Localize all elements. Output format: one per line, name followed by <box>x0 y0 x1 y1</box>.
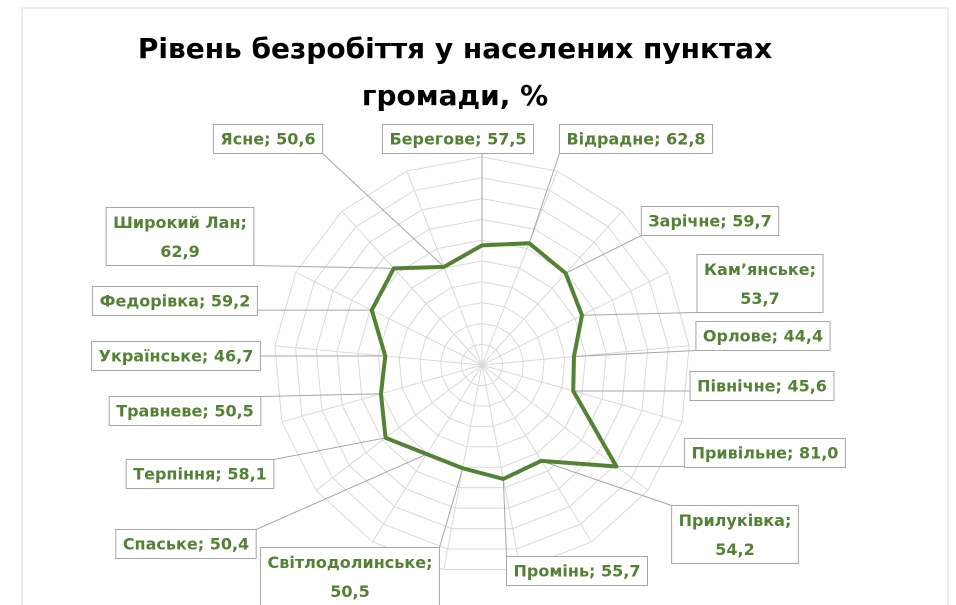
label-box <box>684 438 846 468</box>
data-label: Зарічне; 59,7 <box>648 212 771 231</box>
spoke <box>341 210 483 366</box>
grid-ring <box>460 343 504 386</box>
leader-line <box>260 393 381 397</box>
label-box <box>115 529 257 559</box>
label-box <box>92 286 258 316</box>
data-label: Привільне; 81,0 <box>692 444 839 463</box>
data-label: Відрадне; 62,8 <box>566 130 705 149</box>
data-label: Терпіння; 58,1 <box>133 465 267 484</box>
data-label: Світлодолинське; 50,5 <box>268 553 433 601</box>
grid-ring <box>419 302 545 427</box>
leader-line <box>581 312 697 316</box>
data-label: Орлове; 44,4 <box>703 327 823 346</box>
data-label: Прилуківка; 54,2 <box>679 511 792 559</box>
leader-line <box>273 437 386 460</box>
leader-line <box>565 235 642 274</box>
label-box <box>125 459 275 489</box>
label-box <box>695 321 831 351</box>
leader-line <box>255 453 428 530</box>
label-box <box>558 124 714 154</box>
spoke <box>481 170 558 366</box>
spoke <box>481 210 623 366</box>
data-line <box>369 241 619 481</box>
label-box <box>212 124 324 154</box>
spoke <box>481 364 521 570</box>
data-label: Федорівка; 59,2 <box>100 292 251 311</box>
label-box <box>689 371 835 401</box>
grid-ring <box>440 322 524 407</box>
leader-line <box>573 350 696 357</box>
label-box <box>91 341 261 371</box>
data-label: Північне; 45,6 <box>697 377 827 396</box>
data-label: Ясне; 50,6 <box>220 130 315 149</box>
data-label: Українське; 46,7 <box>99 347 254 366</box>
label-box <box>108 396 262 426</box>
data-label: Широкий Лан; 62,9 <box>113 213 247 261</box>
data-label: Травневе; 50,5 <box>116 402 254 421</box>
grid-ring <box>377 260 587 468</box>
label-box <box>260 547 440 605</box>
spoke <box>481 364 592 543</box>
leader-line <box>322 153 445 268</box>
label-box <box>696 254 824 313</box>
spoke <box>481 364 649 491</box>
label-box <box>640 206 780 236</box>
leader-line <box>253 265 394 269</box>
spoke <box>481 345 690 366</box>
spoke <box>481 271 669 366</box>
leader-line <box>502 478 507 557</box>
data-label: Промінь; 55,7 <box>513 562 640 581</box>
leaders <box>253 153 697 557</box>
grid-ring <box>295 177 669 550</box>
data-label: Берегове; 57,5 <box>389 130 526 149</box>
grid-ring <box>336 218 628 509</box>
label-box <box>381 124 535 154</box>
grid-ring <box>398 281 566 448</box>
label-box <box>671 505 799 564</box>
data-label: Спаське; 50,4 <box>123 535 249 554</box>
spoke <box>481 364 683 423</box>
spoke <box>295 271 483 366</box>
spoke <box>274 345 483 366</box>
labels: Берегове; 57,5 Відрадне; 62,8 Зарічне; 59,… <box>91 124 846 605</box>
grid-ring <box>274 156 690 570</box>
spoke <box>315 364 483 491</box>
data-label: Кам’янське; 53,7 <box>704 260 816 308</box>
leader-line <box>541 460 672 506</box>
grid-ring <box>315 198 649 530</box>
label-box <box>505 556 649 586</box>
chart-title: Рівень безробіття у населених пунктах гро… <box>138 32 772 112</box>
label-box <box>105 207 255 266</box>
leader-line <box>528 153 560 244</box>
leader-line <box>438 468 464 548</box>
